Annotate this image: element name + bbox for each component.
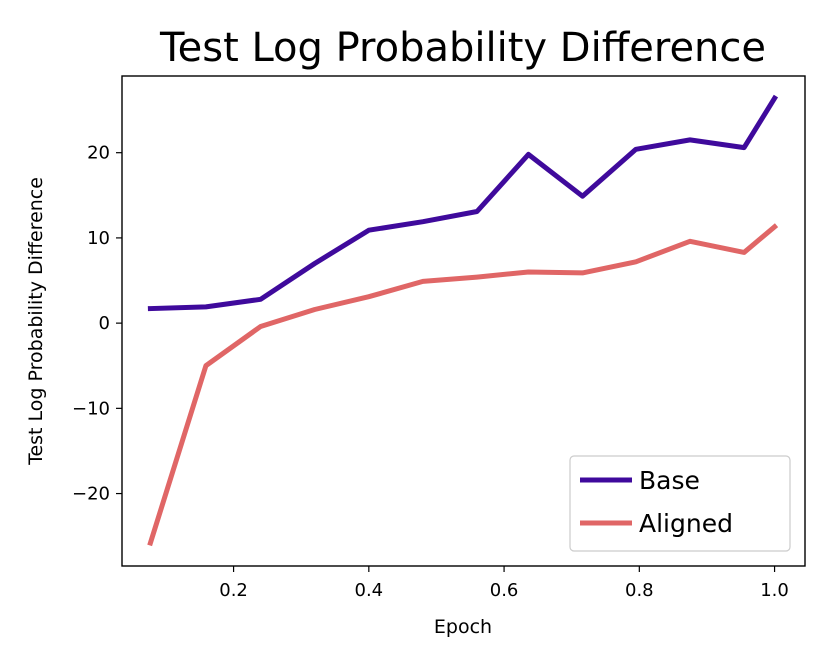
legend: Base Aligned — [569, 455, 791, 552]
y-tick-label: 10 — [87, 228, 110, 249]
series-line-aligned — [147, 223, 779, 547]
y-tick-label: 0 — [99, 313, 110, 334]
y-tick-label: −10 — [72, 398, 110, 419]
x-tick-label: 0.6 — [490, 580, 519, 601]
x-axis-ticks: 0.2 0.4 0.6 0.8 1.0 — [219, 566, 789, 601]
legend-label-aligned: Aligned — [639, 509, 733, 538]
y-axis-ticks: −20 −10 0 10 20 — [72, 143, 122, 505]
series-layer — [147, 94, 779, 547]
x-tick-label: 0.8 — [625, 580, 654, 601]
x-tick-label: 1.0 — [760, 580, 789, 601]
y-axis-label: Test Log Probability Difference — [25, 177, 47, 466]
x-tick-label: 0.4 — [355, 580, 384, 601]
legend-label-base: Base — [639, 466, 700, 495]
x-tick-label: 0.2 — [219, 580, 248, 601]
y-tick-label: −20 — [72, 484, 110, 505]
y-tick-label: 20 — [87, 143, 110, 164]
plot-area-frame — [121, 75, 806, 567]
x-axis-label: Epoch — [434, 616, 492, 638]
chart-title: Test Log Probability Difference — [159, 25, 766, 71]
series-line-base — [147, 94, 779, 312]
